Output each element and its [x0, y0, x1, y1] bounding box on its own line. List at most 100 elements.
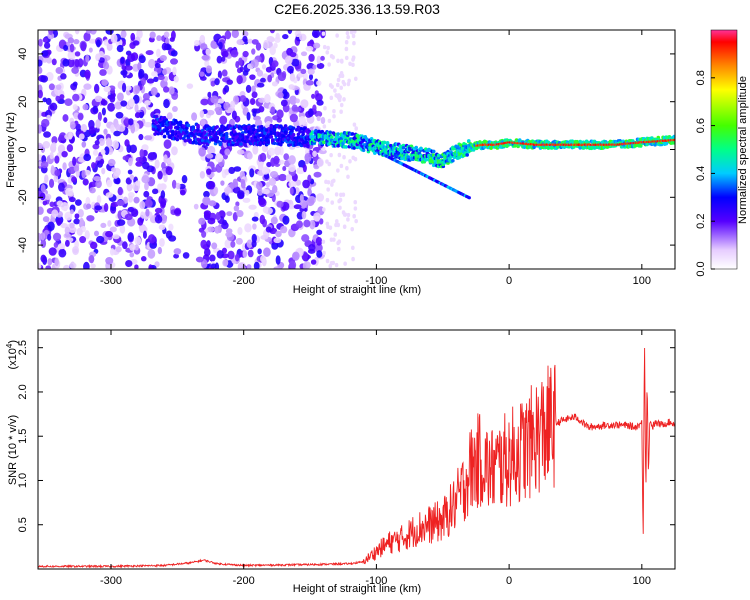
spectrogram-noise-point — [346, 34, 350, 40]
spectrogram-noise-point — [157, 246, 163, 255]
spectrogram-noise-point — [260, 235, 269, 240]
spectrogram-noise-point — [42, 200, 48, 206]
spectrogram-noise-point — [251, 48, 256, 55]
spectrogram-ridge-point — [236, 142, 240, 146]
spectrogram-noise-point — [115, 194, 124, 200]
spectrogram-ridge-point — [271, 138, 275, 142]
spectrogram-noise-point — [49, 151, 54, 160]
spectrogram-noise-point — [249, 168, 255, 178]
spectrogram-noise-point — [236, 39, 245, 46]
spectrogram-noise-point — [205, 48, 211, 56]
spectrogram-noise-point — [342, 97, 346, 102]
spectrogram-noise-point — [267, 74, 273, 83]
spectrogram-ridge-point — [299, 126, 304, 131]
spectrogram-noise-point — [301, 234, 310, 242]
spectrogram-noise-point — [263, 39, 269, 50]
snr-frame — [37, 329, 676, 570]
spectrogram-noise-point — [103, 128, 108, 135]
spectrogram-noise-point — [208, 180, 216, 190]
spectrogram-noise-point — [277, 92, 284, 99]
spectrogram-noise-point — [163, 139, 172, 149]
spectrogram-noise-point — [249, 98, 256, 106]
spectrogram-noise-point — [215, 212, 221, 221]
spectrogram-noise-point — [73, 218, 81, 225]
spectrogram-noise-point — [161, 161, 166, 169]
spectrogram-ridge-point — [419, 146, 423, 151]
spectrogram-noise-point — [103, 85, 111, 93]
spectrogram-noise-point — [242, 50, 249, 58]
spectrogram-noise-point — [38, 142, 43, 150]
x-tick-label: 100 — [633, 275, 651, 287]
spectrogram-noise-point — [288, 155, 296, 165]
spectrogram-noise-point — [275, 255, 281, 265]
spectrogram-noise-point — [248, 204, 257, 210]
spectrogram-noise-point — [331, 178, 336, 184]
spectrogram-noise-point — [56, 218, 62, 226]
spectrogram-ridge-point — [436, 153, 441, 158]
spectrogram-noise-point — [127, 157, 133, 167]
spectrogram-ridge-point — [330, 135, 334, 139]
x-tick-label: -300 — [100, 275, 122, 287]
snr-panel: -300 -200 -100 0 100 0.5 1.0 1.5 2.0 2.5 Height … — [5, 329, 676, 595]
spectrogram-noise-point — [351, 33, 356, 39]
spectrogram-ridge-point — [457, 155, 462, 160]
spectrogram-noise-point — [293, 204, 302, 210]
spectrogram-noise-point — [67, 37, 74, 44]
spectrogram-noise-point — [228, 166, 236, 175]
spectrogram-noise-point — [332, 108, 336, 114]
spectrogram-noise-point — [168, 223, 174, 231]
spectrogram-noise-point — [354, 126, 359, 131]
spectrogram-noise-point — [313, 31, 319, 38]
spectrogram-noise-point — [322, 124, 327, 129]
spectrogram-noise-point — [342, 155, 346, 160]
spectrogram-noise-point — [339, 58, 344, 64]
spectrogram-noise-point — [348, 159, 352, 164]
spectrogram-ridge-point — [400, 156, 404, 161]
spectrogram-noise-point — [75, 199, 82, 206]
spectrogram-noise-point — [138, 68, 145, 79]
spectrogram-y-label: Frequency (Hz) — [5, 112, 17, 188]
spectrogram-noise-point — [214, 107, 223, 113]
y-tick-label: -20 — [17, 189, 29, 205]
spectrogram-noise-point — [127, 169, 133, 175]
spectrogram-noise-point — [134, 103, 139, 113]
spectrogram-ridge-point — [406, 155, 411, 159]
spectrogram-noise-point — [224, 168, 230, 176]
spectrogram-noise-point — [99, 158, 105, 165]
spectrogram-noise-point — [134, 244, 139, 251]
spectrogram-noise-point — [251, 85, 256, 93]
spectrogram-noise-point — [109, 94, 116, 103]
spectrogram-noise-point — [58, 248, 67, 258]
spectrogram-noise-point — [351, 245, 355, 251]
spectrogram-noise-point — [269, 45, 276, 56]
spectrogram-noise-point — [232, 178, 238, 186]
spectrogram-noise-point — [235, 237, 243, 245]
spectrogram-noise-point — [252, 111, 257, 117]
spectrogram-noise-point — [106, 42, 113, 52]
spectrogram-noise-point — [199, 34, 206, 44]
spectrogram-noise-point — [238, 57, 243, 66]
spectrogram-noise-point — [246, 111, 251, 121]
spectrogram-ridge-point — [368, 146, 372, 150]
spectrogram-noise-point — [124, 65, 133, 71]
spectrogram-noise-point — [326, 187, 330, 192]
spectrogram-noise-point — [64, 211, 73, 221]
spectrogram-noise-point — [316, 115, 321, 122]
spectrogram-noise-point — [85, 30, 93, 34]
spectrogram-noise-point — [346, 174, 350, 179]
spectrogram-noise-point — [44, 174, 49, 183]
spectrogram-noise-point — [173, 253, 179, 259]
spectrogram-noise-point — [125, 85, 132, 91]
spectrogram-noise-point — [249, 74, 256, 80]
spectrogram-noise-point — [154, 214, 163, 224]
spectrogram-noise-point — [41, 50, 49, 57]
spectrogram-noise-point — [181, 174, 188, 184]
spectrogram-noise-point — [309, 219, 316, 230]
y-tick-label: 1.5 — [17, 429, 29, 444]
spectrogram-noise-point — [99, 69, 107, 76]
spectrogram-noise-point — [316, 99, 324, 106]
spectrogram-noise-point — [256, 82, 265, 88]
spectrogram-noise-point — [132, 40, 140, 46]
spectrogram-noise-point — [58, 132, 67, 141]
spectrogram-noise-point — [321, 239, 326, 245]
